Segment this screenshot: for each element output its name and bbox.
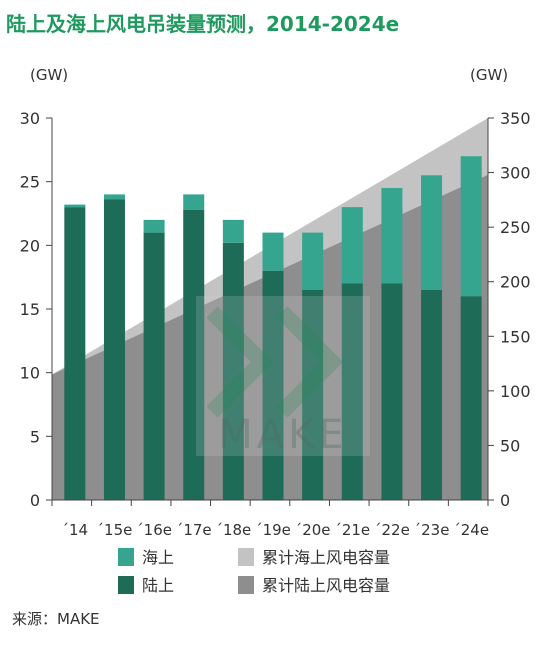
bar-offshore <box>64 204 86 208</box>
chart-title: 陆上及海上风电吊装量预测，2014-2024e <box>6 12 400 36</box>
bar-offshore <box>381 188 403 284</box>
y-right-tick-label: 50 <box>500 436 520 455</box>
bar-offshore <box>103 194 125 200</box>
watermark-box <box>196 296 370 456</box>
y-right-unit-label: (GW) <box>470 66 508 84</box>
bar-offshore <box>421 175 443 290</box>
y-right-tick-label: 200 <box>500 273 531 292</box>
y-left-tick-label: 20 <box>20 236 40 255</box>
y-left-tick-label: 10 <box>20 364 40 383</box>
legend-item-offshore-label: 海上 <box>142 548 174 567</box>
y-right-tick-label: 350 <box>500 109 531 128</box>
x-tick-label: ´19e <box>255 521 291 539</box>
bar-offshore <box>262 232 284 271</box>
bar-offshore <box>222 219 244 243</box>
bar-offshore <box>341 207 363 284</box>
bar-onshore <box>262 270 284 500</box>
watermark-chevron-2 <box>276 306 344 418</box>
legend-item-offshore-swatch <box>118 548 134 566</box>
x-tick-label: ´16e <box>136 521 172 539</box>
legend-item-onshore-swatch <box>118 576 134 594</box>
bar-onshore <box>222 242 244 500</box>
bar-onshore <box>460 296 482 500</box>
bar-offshore <box>302 232 324 290</box>
x-tick-label: ´22e <box>374 521 410 539</box>
bar-onshore <box>183 209 205 500</box>
y-left-unit-label: (GW) <box>30 66 68 84</box>
bar-onshore <box>381 283 403 500</box>
y-left-tick-label: 5 <box>30 427 40 446</box>
y-left-tick-label: 15 <box>20 300 40 319</box>
watermark-chevron-1 <box>206 306 274 418</box>
y-right-tick-label: 300 <box>500 164 531 183</box>
legend-item-cumulative-offshore-label: 累计海上风电容量 <box>262 548 390 567</box>
x-tick-label: ´20e <box>295 521 331 539</box>
y-left-tick-label: 0 <box>30 491 40 510</box>
x-tick-label: ´23e <box>414 521 450 539</box>
legend-item-cumulative-offshore-swatch <box>238 548 254 566</box>
axis-layer: ´14 ´15e ´16e ´17e ´18e ´19e ´20e ´21e ´22e ´23e ´… <box>20 66 531 539</box>
legend-item-cumulative-onshore-label: 累计陆上风电容量 <box>262 576 390 595</box>
x-tick-label: ´18e <box>215 521 251 539</box>
source-note: 来源：MAKE <box>12 610 100 628</box>
y-right-tick-label: 0 <box>500 491 510 510</box>
bar-onshore <box>421 289 443 500</box>
bar-offshore <box>143 219 165 233</box>
x-tick-label: ´21e <box>334 521 370 539</box>
bar-layer <box>64 156 482 500</box>
y-right-tick-label: 150 <box>500 327 531 346</box>
y-left-tick-label: 25 <box>20 173 40 192</box>
y-right-tick-label: 100 <box>500 382 531 401</box>
legend-item-onshore-label: 陆上 <box>142 576 174 595</box>
bar-onshore <box>302 289 324 500</box>
x-tick-label: ´15e <box>97 521 133 539</box>
bar-onshore <box>64 207 86 500</box>
x-tick-label: ´24e <box>453 521 489 539</box>
legend-item-cumulative-onshore-swatch <box>238 576 254 594</box>
y-left-tick-label: 30 <box>20 109 40 128</box>
bar-onshore <box>103 199 125 500</box>
bar-onshore <box>143 232 165 500</box>
watermark: MAKE <box>196 296 370 458</box>
bar-offshore <box>183 194 205 210</box>
bar-onshore <box>341 283 363 500</box>
bar-offshore <box>460 156 482 297</box>
x-tick-label: ´17e <box>176 521 212 539</box>
y-right-tick-label: 250 <box>500 218 531 237</box>
watermark-text: MAKE <box>218 412 347 458</box>
x-tick-label: ´14 <box>62 521 89 539</box>
